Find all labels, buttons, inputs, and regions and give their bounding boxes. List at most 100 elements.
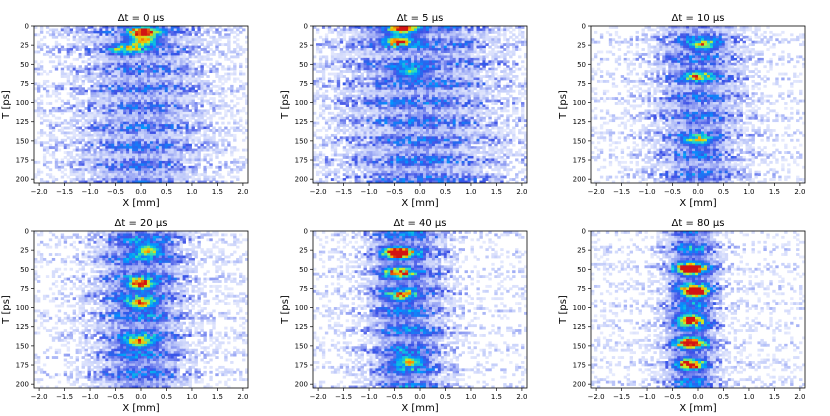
x-tick-label: 2.0 <box>794 188 805 196</box>
y-tick-label: 50 <box>577 61 586 69</box>
panel-2: −2.0 −1.5 −1.0 −0.5 0.0 0.5 1.0 1.5 2.0 0 25 50 75 10… <box>280 13 527 209</box>
y-tick-label: 175 <box>295 157 308 165</box>
y-tick-label: 150 <box>573 137 586 145</box>
y-axis-label: T [ps] <box>280 295 291 325</box>
y-tick-label: 200 <box>16 176 29 184</box>
panel-3: −2.0 −1.5 −1.0 −0.5 0.0 0.5 1.0 1.5 2.0 0 25 50 75 10… <box>558 13 805 209</box>
x-tick-label: 2.0 <box>794 393 805 401</box>
x-axis-label: X [mm] <box>401 403 438 414</box>
y-tick-label: 150 <box>16 342 29 350</box>
y-tick-label: 100 <box>295 99 308 107</box>
x-tick-label: 0.0 <box>414 393 425 401</box>
x-axis-label: X [mm] <box>679 198 716 209</box>
x-tick-label: −2.0 <box>310 393 327 401</box>
y-axis-label: T [ps] <box>558 295 569 325</box>
x-tick-label: −0.5 <box>386 188 403 196</box>
heatmap-image <box>34 231 248 388</box>
x-tick-label: −1.0 <box>639 188 656 196</box>
y-axis-label: T [ps] <box>1 90 12 120</box>
panel-title: Δt = 20 μs <box>115 218 168 229</box>
y-tick-label: 175 <box>16 362 29 370</box>
panel-title: Δt = 5 μs <box>397 13 444 24</box>
x-tick-label: 0.5 <box>440 393 451 401</box>
y-tick-label: 25 <box>299 247 308 255</box>
x-tick-label: −1.0 <box>82 393 99 401</box>
y-tick-label: 75 <box>577 80 586 88</box>
y-tick-label: 100 <box>573 99 586 107</box>
y-tick-label: 100 <box>16 99 29 107</box>
y-tick-label: 0 <box>304 228 308 236</box>
x-tick-label: 1.5 <box>212 393 223 401</box>
y-tick-label: 25 <box>299 42 308 50</box>
y-tick-label: 150 <box>295 342 308 350</box>
x-tick-label: −1.0 <box>82 188 99 196</box>
y-tick-label: 50 <box>20 266 29 274</box>
y-tick-label: 200 <box>573 176 586 184</box>
y-tick-label: 175 <box>573 362 586 370</box>
y-axis-label: T [ps] <box>1 295 12 325</box>
x-tick-label: 1.0 <box>743 393 754 401</box>
y-tick-label: 100 <box>295 304 308 312</box>
x-tick-label: −1.5 <box>56 188 73 196</box>
y-tick-label: 150 <box>573 342 586 350</box>
x-tick-label: 1.0 <box>186 188 197 196</box>
y-tick-label: 175 <box>16 157 29 165</box>
y-tick-label: 200 <box>295 176 308 184</box>
x-tick-label: 0.5 <box>718 393 729 401</box>
panel-5: −2.0 −1.5 −1.0 −0.5 0.0 0.5 1.0 1.5 2.0 0 25 50 75 10… <box>280 218 527 414</box>
y-tick-label: 150 <box>16 137 29 145</box>
x-tick-label: 0.0 <box>692 188 703 196</box>
x-tick-label: −0.5 <box>664 393 681 401</box>
y-tick-label: 175 <box>573 157 586 165</box>
x-tick-label: 1.0 <box>465 393 476 401</box>
y-tick-label: 75 <box>577 285 586 293</box>
y-tick-label: 200 <box>295 381 308 389</box>
x-tick-label: −2.0 <box>588 393 605 401</box>
x-tick-label: −2.0 <box>588 188 605 196</box>
y-tick-label: 125 <box>573 323 586 331</box>
y-tick-label: 125 <box>16 118 29 126</box>
y-tick-label: 0 <box>25 228 29 236</box>
heatmap-image <box>313 231 527 388</box>
y-tick-label: 0 <box>25 23 29 31</box>
x-tick-label: −1.0 <box>639 393 656 401</box>
y-tick-label: 0 <box>304 23 308 31</box>
x-tick-label: −2.0 <box>310 188 327 196</box>
x-tick-label: 0.5 <box>161 393 172 401</box>
y-tick-label: 25 <box>577 247 586 255</box>
y-tick-label: 125 <box>295 118 308 126</box>
y-tick-label: 75 <box>20 80 29 88</box>
x-tick-label: 1.5 <box>769 393 780 401</box>
x-tick-label: 0.0 <box>135 188 146 196</box>
panel-title: Δt = 40 μs <box>394 218 447 229</box>
x-tick-label: −1.0 <box>361 393 378 401</box>
x-tick-label: 0.0 <box>414 188 425 196</box>
y-tick-label: 75 <box>299 285 308 293</box>
panel-1: −2.0 −1.5 −1.0 −0.5 0.0 0.5 1.0 1.5 2.0 0 25 50 75 10… <box>1 13 248 209</box>
y-tick-label: 25 <box>577 42 586 50</box>
heatmap-image <box>313 26 527 183</box>
x-tick-label: 0.5 <box>718 188 729 196</box>
y-tick-label: 50 <box>577 266 586 274</box>
x-tick-label: 1.0 <box>743 188 754 196</box>
heatmap-image <box>591 26 805 183</box>
y-tick-label: 100 <box>16 304 29 312</box>
x-tick-label: 1.5 <box>491 188 502 196</box>
x-tick-label: 0.5 <box>440 188 451 196</box>
heatmap-image <box>34 26 248 183</box>
x-tick-label: 0.5 <box>161 188 172 196</box>
x-tick-label: −0.5 <box>107 393 124 401</box>
heatmap-image <box>591 231 805 388</box>
y-tick-label: 150 <box>295 137 308 145</box>
x-tick-label: −1.0 <box>361 188 378 196</box>
x-tick-label: −1.5 <box>335 188 352 196</box>
x-tick-label: 2.0 <box>516 188 527 196</box>
panel-6: −2.0 −1.5 −1.0 −0.5 0.0 0.5 1.0 1.5 2.0 0 25 50 75 10… <box>558 218 805 414</box>
x-tick-label: −1.5 <box>613 393 630 401</box>
y-tick-label: 175 <box>295 362 308 370</box>
x-tick-label: −0.5 <box>664 188 681 196</box>
y-tick-label: 125 <box>295 323 308 331</box>
x-axis-label: X [mm] <box>122 198 159 209</box>
x-tick-label: 1.5 <box>769 188 780 196</box>
